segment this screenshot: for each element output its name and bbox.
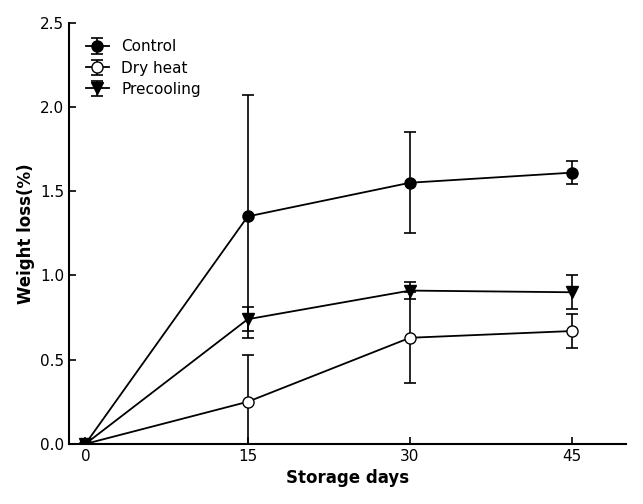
Legend: Control, Dry heat, Precooling: Control, Dry heat, Precooling xyxy=(77,30,210,106)
X-axis label: Storage days: Storage days xyxy=(286,469,410,487)
Y-axis label: Weight loss(%): Weight loss(%) xyxy=(17,163,35,303)
